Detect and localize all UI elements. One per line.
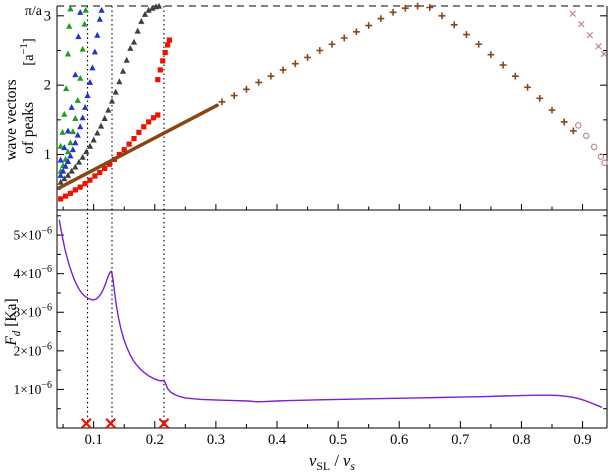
series-rosybrown-circles: [574, 122, 608, 167]
x-tick-label: 0.5: [329, 432, 347, 448]
series-blue-triangles-branch1: [57, 6, 105, 178]
y-tick-label-bottom: 3×10−6: [14, 303, 53, 320]
y-tick-label-top: 3: [44, 8, 51, 24]
x-axis-label: vSL / vs: [309, 451, 355, 473]
y-tick-label-bottom: 4×10−6: [14, 264, 53, 281]
series-blue-triangles-branch2: [57, 8, 84, 163]
series-red-squares-high: [155, 37, 173, 83]
x-tick-label: 0.2: [146, 432, 164, 448]
series-brown-dense-line: [57, 103, 219, 190]
series-green-triangles-branch2: [57, 5, 74, 149]
axes-frame: [56, 5, 608, 429]
series-friction-force-curve: [58, 219, 603, 408]
y-tick-label-top: 1: [44, 147, 51, 163]
series-rosybrown-crosses: [569, 10, 608, 58]
tick-marks: [57, 15, 607, 428]
x-tick-label: 0.7: [451, 432, 469, 448]
series-brown-plus-chain: [218, 2, 577, 135]
y-tick-label-top: 2: [44, 78, 51, 94]
top-y-axis-label-line1: wave vectors: [3, 79, 20, 160]
pi-over-a-label: π/a: [25, 4, 43, 19]
x-tick-label: 0.9: [573, 432, 591, 448]
top-y-axis-label-line2: of peaks: [20, 102, 37, 154]
x-tick-label: 0.3: [207, 432, 225, 448]
dotted-guide-lines: [87, 6, 165, 428]
series-resonance-axis-marks: [80, 417, 170, 429]
y-tick-label-bottom: 2×10−6: [14, 341, 53, 358]
y-tick-label-bottom: 1×10−6: [14, 380, 53, 397]
y-tick-label-bottom: 5×10−6: [14, 226, 53, 243]
bottom-y-axis-label: Fd [Ka]: [3, 298, 23, 346]
x-tick-label: 0.1: [85, 432, 103, 448]
x-tick-label: 0.8: [512, 432, 530, 448]
x-tick-label: 0.4: [268, 432, 287, 448]
x-tick-label: 0.6: [390, 432, 408, 448]
series-gray-triangles: [57, 2, 163, 185]
top-y-axis-unit-label: [a−1]: [18, 38, 37, 66]
